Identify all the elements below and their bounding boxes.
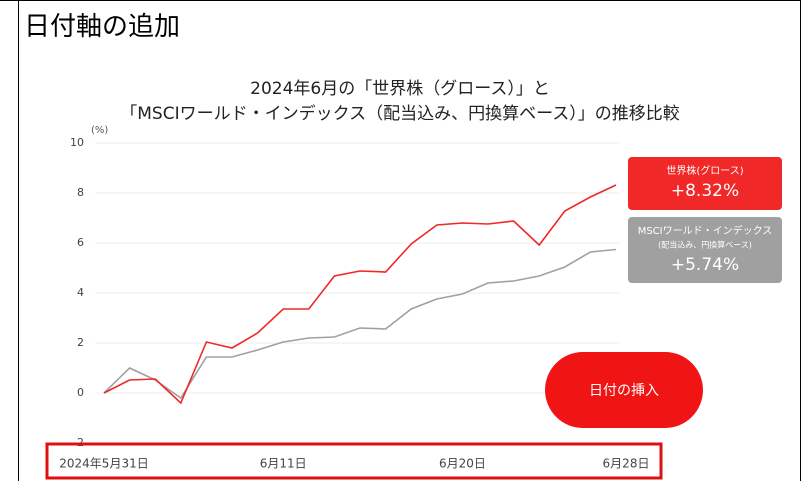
- x-tick-label: 6月28日: [603, 457, 650, 471]
- y-tick-label: 2: [77, 336, 84, 349]
- legend-value: +5.74%: [671, 255, 739, 275]
- y-tick-label: 6: [77, 236, 84, 249]
- legend-box: [628, 217, 782, 283]
- button-label[interactable]: 日付の挿入: [589, 383, 659, 399]
- legend-box: [628, 157, 782, 210]
- legend-value: +8.32%: [671, 181, 739, 201]
- y-tick-label: 0: [77, 386, 84, 399]
- legend-note: (配当込み、円換算ベース): [658, 240, 752, 250]
- y-tick-label: 10: [70, 136, 84, 149]
- series-line: [103, 184, 617, 405]
- y-tick-label: 4: [77, 286, 84, 299]
- x-tick-label: 2024年5月31日: [59, 457, 148, 471]
- highlight-box: [45, 442, 663, 480]
- legend-name: MSCIワールド・インデックス: [638, 224, 773, 237]
- insert-date-button[interactable]: [545, 352, 703, 428]
- x-tick-label: 6月11日: [260, 457, 307, 471]
- legend-name: 世界株(グロース): [666, 164, 743, 177]
- chart-title: 2024年6月の「世界株（グロース）」と: [250, 79, 550, 99]
- x-tick-label: 6月20日: [439, 457, 486, 471]
- y-unit: (%): [91, 125, 108, 136]
- page-title: 日付軸の追加: [24, 12, 180, 42]
- y-tick-label: 8: [77, 186, 84, 199]
- chart-title: 「MSCIワールド・インデックス（配当込み、円換算ベース）」の推移比較: [120, 103, 679, 124]
